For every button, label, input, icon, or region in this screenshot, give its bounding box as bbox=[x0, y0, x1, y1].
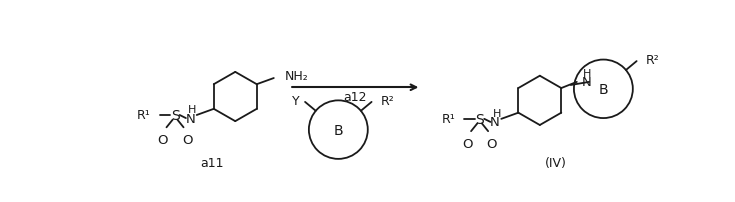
Text: (IV): (IV) bbox=[545, 157, 566, 169]
Text: H: H bbox=[188, 104, 196, 114]
Text: S: S bbox=[171, 108, 179, 122]
Text: O: O bbox=[182, 134, 193, 146]
Text: N: N bbox=[581, 76, 591, 89]
Text: H: H bbox=[583, 68, 592, 78]
Text: S: S bbox=[476, 112, 484, 126]
Text: a12: a12 bbox=[344, 90, 367, 103]
Text: B: B bbox=[598, 82, 608, 96]
Text: R²: R² bbox=[646, 54, 660, 67]
Text: NH₂: NH₂ bbox=[284, 70, 309, 83]
Text: B: B bbox=[334, 123, 343, 137]
Text: O: O bbox=[462, 137, 473, 150]
Text: R²: R² bbox=[381, 94, 395, 107]
Text: O: O bbox=[487, 137, 498, 150]
Text: H: H bbox=[492, 108, 501, 118]
Text: Y: Y bbox=[292, 94, 300, 107]
Text: a11: a11 bbox=[200, 157, 223, 169]
Text: N: N bbox=[490, 116, 500, 129]
Text: R¹: R¹ bbox=[137, 109, 151, 122]
Text: O: O bbox=[157, 134, 168, 146]
Text: R¹: R¹ bbox=[442, 113, 456, 126]
Text: N: N bbox=[186, 112, 196, 125]
